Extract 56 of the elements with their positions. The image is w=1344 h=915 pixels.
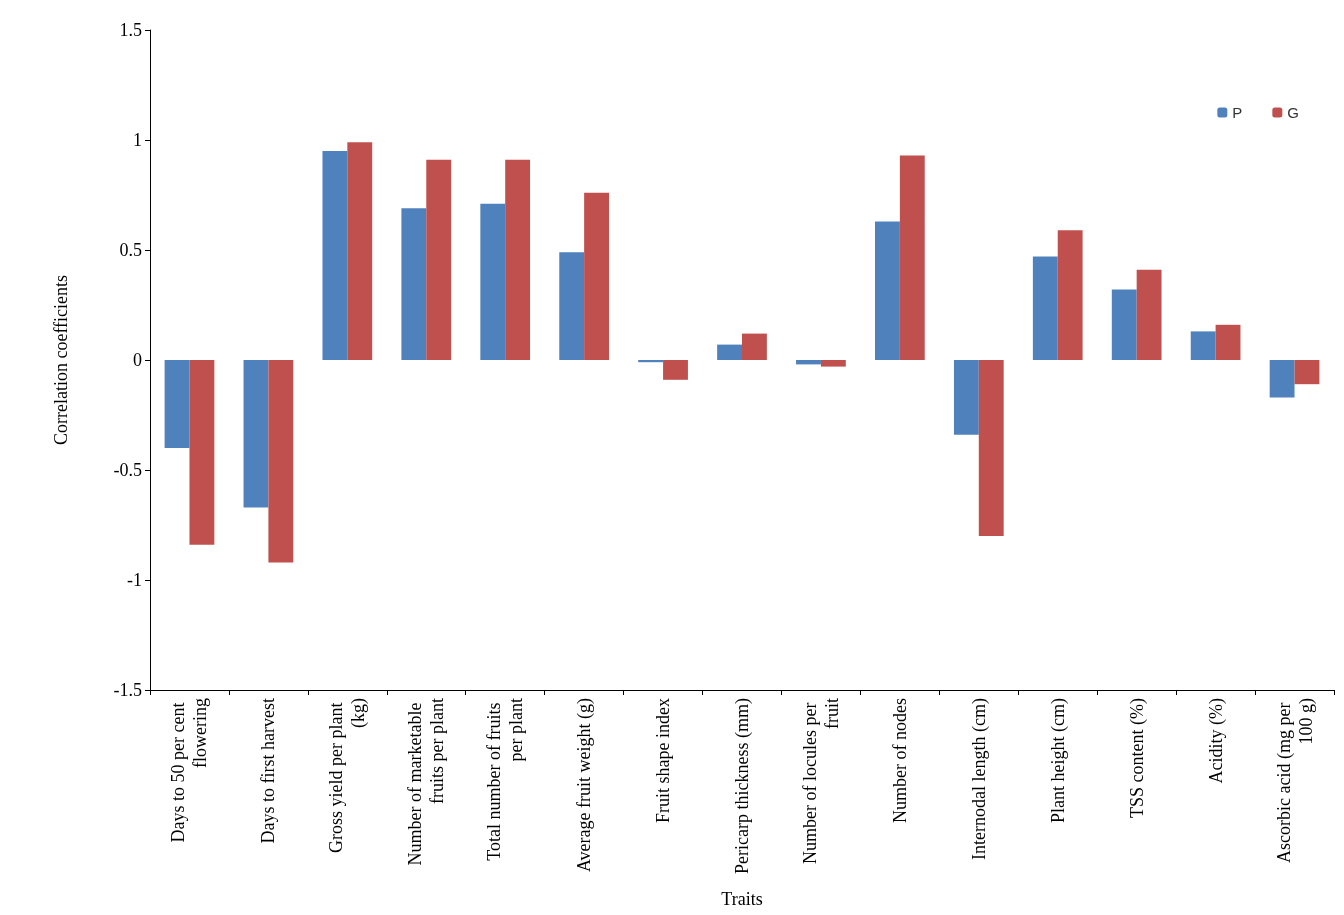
bar [480, 203, 506, 360]
x-tick-label: Ascorbic acid (mg per 100 g) [1273, 698, 1317, 863]
x-tick-label: Number of nodes [889, 698, 910, 823]
x-tick-label: Fruit shape index [653, 698, 674, 823]
y-tick-label: 0.5 [119, 240, 142, 260]
x-tick-label: Gross yield per plant (kg) [326, 698, 370, 853]
bar [1190, 331, 1216, 360]
x-tick-label: Total number of fruits per plant [484, 698, 527, 861]
bar [1294, 360, 1320, 385]
bar [1136, 269, 1162, 360]
bar [1032, 256, 1058, 360]
y-tick-label: -0.5 [113, 460, 142, 480]
bar [1269, 360, 1295, 398]
x-tick-label: Number of locules per fruit [799, 698, 842, 864]
x-tick-label: Days to 50 per cent flowering [168, 698, 211, 843]
x-tick-label: Number of marketable fruits per plant [405, 698, 448, 866]
bar [243, 360, 269, 508]
bar [717, 344, 742, 360]
y-tick-label: 1 [133, 130, 142, 150]
bar [820, 360, 846, 367]
bar [1111, 289, 1137, 360]
y-tick-label: 0 [133, 350, 142, 370]
x-tick-label: Plant height (cm) [1047, 698, 1069, 823]
bar [401, 208, 427, 360]
bar [322, 151, 348, 360]
y-tick-label: -1.5 [113, 680, 142, 700]
bar [164, 360, 190, 448]
legend-label: G [1287, 104, 1299, 121]
bar [426, 159, 452, 360]
bar [875, 221, 900, 360]
bar [899, 155, 925, 360]
x-tick-label: Internodal length (cm) [968, 698, 990, 860]
bar [584, 192, 609, 360]
bar [268, 360, 294, 563]
x-tick-label: Days to first harvest [258, 698, 279, 844]
bar [505, 159, 531, 360]
bar [347, 142, 373, 360]
x-tick-label: Acidity (%) [1205, 698, 1227, 784]
x-tick-label: Pericarp thickness (mm) [732, 698, 753, 874]
legend-label: P [1232, 104, 1243, 121]
bar [1057, 230, 1083, 360]
bar [559, 252, 585, 360]
y-axis-title: Correlation coefficients [51, 274, 71, 446]
bar [1215, 324, 1241, 360]
bar [953, 360, 979, 435]
bar [189, 360, 215, 545]
bar [638, 360, 664, 363]
bar [663, 360, 688, 380]
x-tick-label: TSS content (%) [1126, 698, 1148, 818]
bar [742, 333, 767, 360]
bar [796, 360, 821, 365]
y-tick-label: -1 [127, 570, 142, 590]
bar [978, 360, 1004, 536]
x-axis-title: Traits [721, 889, 763, 909]
y-tick-label: 1.5 [119, 20, 142, 40]
x-tick-label: Average fruit weight (g) [574, 697, 596, 873]
